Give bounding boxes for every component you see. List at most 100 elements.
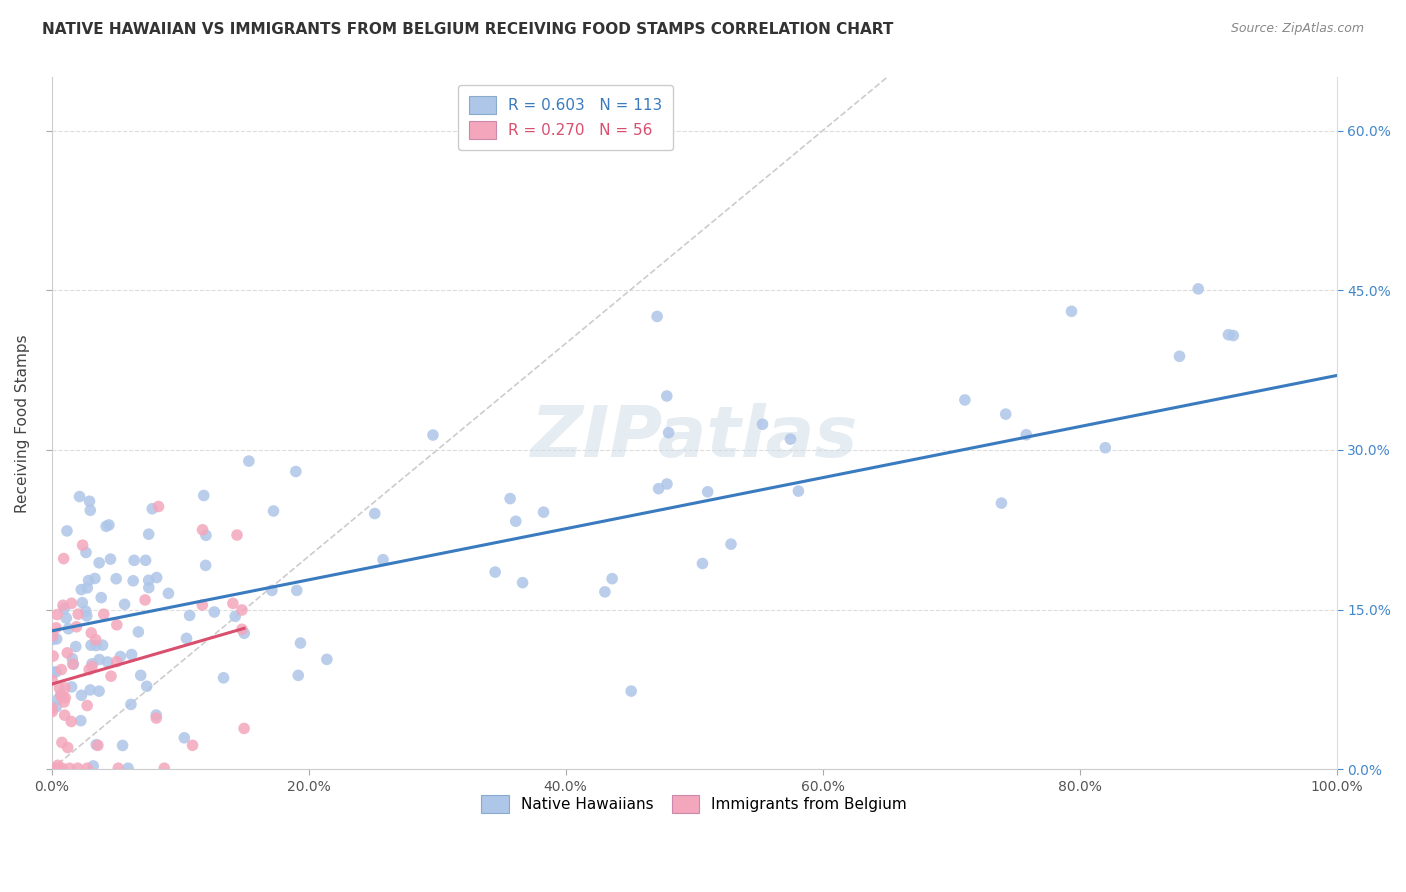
Point: [110, 649, 132, 664]
Point: [484, 565, 506, 579]
Point: [56, 740, 79, 755]
Point: [97, 655, 120, 669]
Point: [70, 688, 93, 702]
Point: [231, 623, 253, 637]
Point: [224, 609, 246, 624]
Point: [422, 428, 444, 442]
Point: [194, 528, 217, 542]
Point: [100, 552, 122, 566]
Point: [89, 556, 111, 570]
Point: [45, 699, 67, 714]
Point: [80, 657, 103, 671]
Point: [46, 692, 69, 706]
Point: [90, 591, 112, 605]
Point: [121, 648, 143, 662]
Point: [787, 484, 810, 499]
Point: [77, 574, 100, 588]
Point: [145, 708, 167, 723]
Point: [655, 389, 678, 403]
Point: [62, 657, 84, 672]
Point: [48, 681, 70, 696]
Point: [499, 491, 522, 506]
Point: [53, 690, 76, 705]
Point: [87, 684, 110, 698]
Point: [60, 714, 83, 729]
Point: [62, 657, 84, 671]
Point: [138, 573, 160, 587]
Point: [692, 557, 714, 571]
Point: [45, 632, 67, 646]
Point: [76, 698, 98, 713]
Point: [60, 651, 83, 665]
Point: [56, 524, 79, 538]
Point: [46, 761, 69, 775]
Point: [620, 684, 643, 698]
Point: [41, 701, 63, 715]
Point: [287, 668, 309, 682]
Point: [75, 604, 97, 618]
Point: [117, 761, 139, 775]
Point: [1187, 282, 1209, 296]
Point: [176, 632, 198, 646]
Point: [953, 392, 976, 407]
Point: [202, 605, 225, 619]
Point: [76, 581, 98, 595]
Point: [45, 621, 67, 635]
Point: [53, 708, 76, 723]
Point: [65, 640, 87, 654]
Point: [60, 596, 83, 610]
Point: [194, 558, 217, 573]
Point: [1060, 304, 1083, 318]
Point: [111, 739, 134, 753]
Point: [173, 731, 195, 745]
Point: [145, 570, 167, 584]
Point: [77, 663, 100, 677]
Point: [138, 527, 160, 541]
Point: [52, 599, 75, 613]
Point: [122, 553, 145, 567]
Point: [212, 671, 235, 685]
Point: [52, 690, 75, 704]
Point: [69, 490, 91, 504]
Point: [60, 680, 83, 694]
Point: [233, 626, 256, 640]
Point: [105, 572, 128, 586]
Point: [53, 695, 76, 709]
Point: [79, 494, 101, 508]
Point: [148, 500, 170, 514]
Point: [80, 659, 103, 673]
Point: [222, 596, 245, 610]
Point: [181, 739, 204, 753]
Point: [645, 310, 668, 324]
Point: [141, 501, 163, 516]
Point: [129, 668, 152, 682]
Point: [56, 646, 79, 660]
Text: Source: ZipAtlas.com: Source: ZipAtlas.com: [1230, 22, 1364, 36]
Point: [49, 689, 72, 703]
Point: [135, 679, 157, 693]
Point: [1168, 349, 1191, 363]
Point: [87, 739, 110, 753]
Point: [135, 553, 157, 567]
Point: [55, 611, 77, 625]
Point: [51, 663, 73, 677]
Point: [1218, 327, 1240, 342]
Point: [42, 632, 65, 647]
Point: [238, 454, 260, 468]
Point: [105, 617, 128, 632]
Point: [157, 586, 180, 600]
Point: [315, 652, 337, 666]
Point: [134, 593, 156, 607]
Point: [100, 669, 122, 683]
Point: [69, 714, 91, 728]
Point: [179, 608, 201, 623]
Point: [533, 505, 555, 519]
Point: [58, 622, 80, 636]
Point: [191, 598, 214, 612]
Point: [80, 638, 103, 652]
Point: [994, 407, 1017, 421]
Point: [226, 528, 249, 542]
Point: [53, 681, 76, 695]
Point: [67, 607, 90, 621]
Point: [191, 523, 214, 537]
